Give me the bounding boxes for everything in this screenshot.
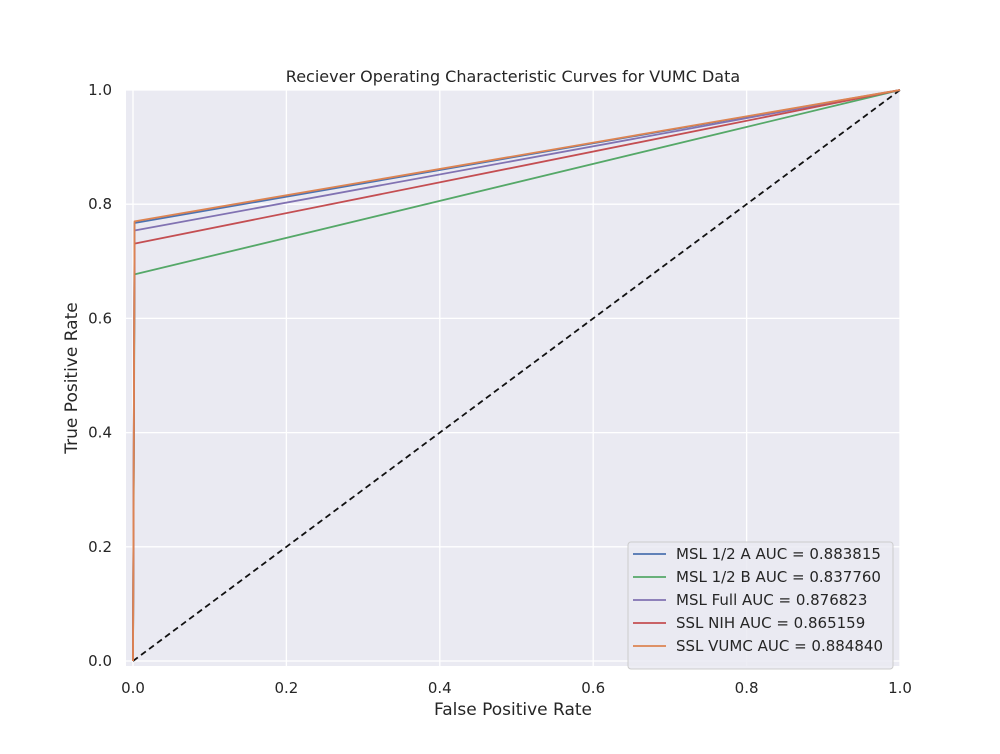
legend-box <box>627 541 894 670</box>
x-tick-label: 0.4 <box>428 679 452 697</box>
y-tick-label: 0.8 <box>88 195 112 213</box>
grid-lines <box>126 89 901 666</box>
y-tick-label: 0.4 <box>88 424 112 442</box>
x-axis-label: False Positive Rate <box>434 700 592 720</box>
y-axis-label: True Positive Rate <box>62 302 82 454</box>
series-line-4 <box>132 89 901 662</box>
series-layer <box>132 89 901 662</box>
y-tick-label: 0.0 <box>88 652 112 670</box>
legend-label-4: SSL VUMC AUC = 0.884840 <box>676 637 883 655</box>
y-tick-label: 0.2 <box>88 538 112 556</box>
legend-label-0: MSL 1/2 A AUC = 0.883815 <box>676 545 881 563</box>
x-tick-label: 0.6 <box>581 679 605 697</box>
y-tick-label: 1.0 <box>88 81 112 99</box>
legend-label-1: MSL 1/2 B AUC = 0.837760 <box>676 568 881 586</box>
legend: MSL 1/2 A AUC = 0.883815 MSL 1/2 B AUC = … <box>627 541 894 670</box>
x-tick-label: 0.8 <box>735 679 759 697</box>
x-tick-label: 0.0 <box>121 679 145 697</box>
legend-label-2: MSL Full AUC = 0.876823 <box>676 591 867 609</box>
legend-label-3: SSL NIH AUC = 0.865159 <box>676 614 865 632</box>
tick-labels: 0.0 0.2 0.4 0.6 0.8 1.0 0.0 0.2 0.4 0.6 0.8 1.0 <box>88 81 912 697</box>
y-tick-label: 0.6 <box>88 309 112 327</box>
x-tick-label: 0.2 <box>274 679 298 697</box>
chart-title: Reciever Operating Characteristic Curves… <box>286 67 740 86</box>
x-tick-label: 1.0 <box>888 679 912 697</box>
